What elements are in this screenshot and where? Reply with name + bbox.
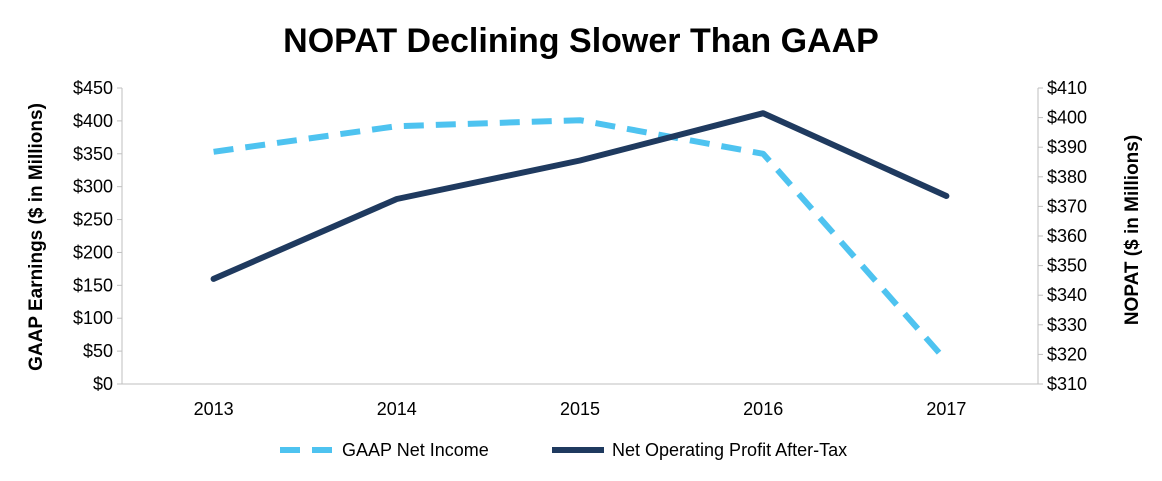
right-y-tick-label: $410 bbox=[1047, 78, 1087, 98]
left-y-tick-label: $250 bbox=[73, 210, 113, 230]
right-y-tick-label: $340 bbox=[1047, 285, 1087, 305]
left-y-axis-title: GAAP Earnings ($ in Millions) bbox=[26, 103, 47, 371]
legend-label-1: Net Operating Profit After-Tax bbox=[612, 440, 847, 460]
right-y-tick-label: $320 bbox=[1047, 344, 1087, 364]
x-tick-label: 2017 bbox=[926, 399, 966, 419]
right-y-tick-label: $370 bbox=[1047, 196, 1087, 216]
x-tick-label: 2015 bbox=[560, 399, 600, 419]
right-y-tick-label: $360 bbox=[1047, 226, 1087, 246]
x-tick-label: 2014 bbox=[377, 399, 417, 419]
left-y-tick-label: $350 bbox=[73, 144, 113, 164]
legend-label-0: GAAP Net Income bbox=[342, 440, 489, 460]
right-y-tick-label: $380 bbox=[1047, 167, 1087, 187]
right-y-tick-label: $390 bbox=[1047, 137, 1087, 157]
x-tick-label: 2016 bbox=[743, 399, 783, 419]
left-y-axis: $0 $50 $100 $150 $200 $250 $300 $350 $400 $450 bbox=[73, 78, 123, 394]
right-y-axis: $310 $320 $330 $340 $350 $360 $370 $380 $390 $400… bbox=[1037, 78, 1087, 394]
right-y-tick-label: $330 bbox=[1047, 315, 1087, 335]
left-y-tick-label: $100 bbox=[73, 308, 113, 328]
left-y-tick-label: $150 bbox=[73, 275, 113, 295]
left-y-tick-label: $50 bbox=[83, 341, 113, 361]
chart-title: NOPAT Declining Slower Than GAAP bbox=[283, 22, 879, 60]
left-y-tick-label: $300 bbox=[73, 177, 113, 197]
left-y-tick-label: $450 bbox=[73, 78, 113, 98]
legend: GAAP Net Income Net Operating Profit Afte… bbox=[280, 440, 847, 460]
plot-area bbox=[210, 110, 950, 363]
x-tick-label: 2013 bbox=[194, 399, 234, 419]
gaap-net-income-series-line bbox=[213, 117, 949, 363]
left-y-tick-label: $0 bbox=[93, 374, 113, 394]
left-y-tick-label: $400 bbox=[73, 111, 113, 131]
right-y-tick-label: $310 bbox=[1047, 374, 1087, 394]
right-y-tick-label: $350 bbox=[1047, 256, 1087, 276]
right-y-tick-label: $400 bbox=[1047, 108, 1087, 128]
nopat-series-line bbox=[210, 110, 950, 282]
x-axis: 2013 2014 2015 2016 2017 bbox=[122, 383, 1038, 419]
left-y-tick-label: $200 bbox=[73, 242, 113, 262]
right-y-axis-title: NOPAT ($ in Millions) bbox=[1122, 135, 1143, 325]
